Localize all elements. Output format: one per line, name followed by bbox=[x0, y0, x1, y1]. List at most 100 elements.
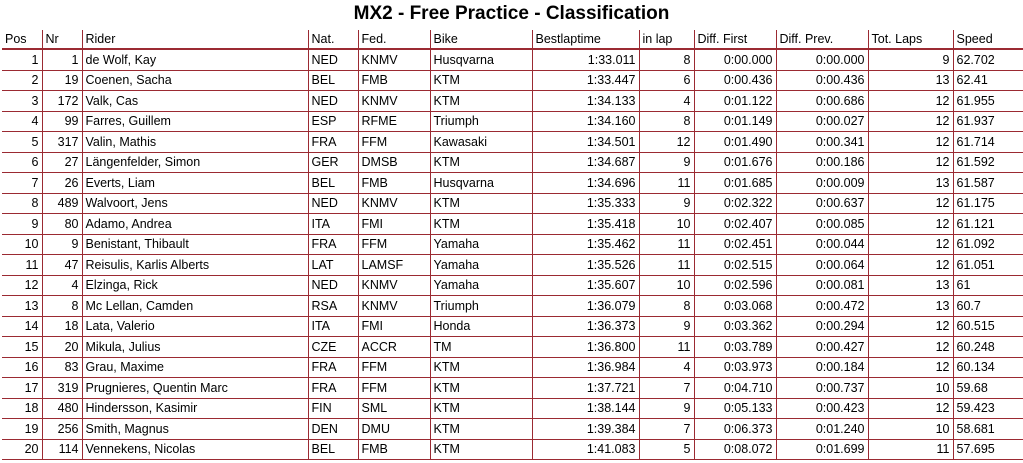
cell-pos: 6 bbox=[2, 152, 43, 173]
cell-nr: 317 bbox=[42, 131, 83, 153]
cell-fed: FFM bbox=[358, 234, 431, 255]
cell-bestlaptime: 1:36.079 bbox=[532, 295, 640, 317]
cell-nr: 256 bbox=[42, 418, 83, 440]
table-row: 3 172 Valk, Cas NED KNMV KTM 1:34.133 4 0:01.122… bbox=[2, 90, 1023, 112]
cell-diff-first: 0:05.133 bbox=[694, 398, 777, 419]
cell-speed: 60.7 bbox=[953, 295, 1023, 317]
cell-in-lap: 9 bbox=[639, 193, 695, 214]
cell-diff-first: 0:03.362 bbox=[694, 316, 777, 337]
cell-diff-prev: 0:01.240 bbox=[776, 418, 869, 440]
table-row: 19 256 Smith, Magnus DEN DMU KTM 1:39.384 7 0:06… bbox=[2, 418, 1023, 440]
cell-in-lap: 9 bbox=[639, 152, 695, 173]
cell-tot-laps: 12 bbox=[868, 111, 954, 132]
cell-pos: 7 bbox=[2, 172, 43, 194]
cell-diff-first: 0:01.676 bbox=[694, 152, 777, 173]
cell-bestlaptime: 1:35.526 bbox=[532, 254, 640, 276]
cell-bike: Yamaha bbox=[430, 254, 533, 276]
cell-diff-prev: 0:00.184 bbox=[776, 357, 869, 378]
cell-fed: FMB bbox=[358, 439, 431, 460]
cell-nat: ESP bbox=[308, 111, 359, 132]
table-row: 6 27 Längenfelder, Simon GER DMSB KTM 1:34.687… bbox=[2, 152, 1023, 173]
cell-fed: FMI bbox=[358, 316, 431, 337]
cell-nr: 80 bbox=[42, 213, 83, 235]
col-header-diff-first: Diff. First bbox=[694, 30, 777, 50]
cell-fed: FFM bbox=[358, 131, 431, 153]
cell-bike: KTM bbox=[430, 398, 533, 419]
cell-diff-first: 0:01.122 bbox=[694, 90, 777, 112]
cell-in-lap: 7 bbox=[639, 377, 695, 399]
cell-rider: Mikula, Julius bbox=[82, 336, 309, 358]
cell-in-lap: 11 bbox=[639, 172, 695, 194]
cell-tot-laps: 12 bbox=[868, 213, 954, 235]
cell-speed: 62.41 bbox=[953, 70, 1023, 91]
cell-speed: 61.175 bbox=[953, 193, 1023, 214]
cell-rider: Smith, Magnus bbox=[82, 418, 309, 440]
col-header-bestlaptime: Bestlaptime bbox=[532, 30, 640, 50]
cell-fed: KNMV bbox=[358, 193, 431, 214]
cell-tot-laps: 12 bbox=[868, 254, 954, 276]
cell-rider: Benistant, Thibault bbox=[82, 234, 309, 255]
cell-bike: KTM bbox=[430, 213, 533, 235]
cell-rider: Valk, Cas bbox=[82, 90, 309, 112]
cell-pos: 11 bbox=[2, 254, 43, 276]
cell-diff-first: 0:01.149 bbox=[694, 111, 777, 132]
cell-speed: 59.423 bbox=[953, 398, 1023, 419]
cell-nat: FRA bbox=[308, 131, 359, 153]
cell-diff-first: 0:02.451 bbox=[694, 234, 777, 255]
cell-diff-first: 0:04.710 bbox=[694, 377, 777, 399]
cell-bestlaptime: 1:33.011 bbox=[532, 49, 640, 71]
table-row: 15 20 Mikula, Julius CZE ACCR TM 1:36.800 11 0:0… bbox=[2, 336, 1023, 358]
cell-diff-prev: 0:00.064 bbox=[776, 254, 869, 276]
cell-bestlaptime: 1:35.418 bbox=[532, 213, 640, 235]
cell-nr: 114 bbox=[42, 439, 83, 460]
cell-in-lap: 11 bbox=[639, 254, 695, 276]
cell-rider: Hindersson, Kasimir bbox=[82, 398, 309, 419]
cell-diff-first: 0:03.068 bbox=[694, 295, 777, 317]
cell-nat: ITA bbox=[308, 213, 359, 235]
cell-bestlaptime: 1:36.373 bbox=[532, 316, 640, 337]
cell-diff-first: 0:01.490 bbox=[694, 131, 777, 153]
cell-pos: 18 bbox=[2, 398, 43, 419]
cell-bestlaptime: 1:36.800 bbox=[532, 336, 640, 358]
cell-nat: NED bbox=[308, 275, 359, 296]
table-row: 20 114 Vennekens, Nicolas BEL FMB KTM 1:41.083… bbox=[2, 439, 1023, 460]
cell-speed: 61.937 bbox=[953, 111, 1023, 132]
cell-diff-prev: 0:00.027 bbox=[776, 111, 869, 132]
cell-in-lap: 5 bbox=[639, 439, 695, 460]
cell-pos: 8 bbox=[2, 193, 43, 214]
cell-speed: 61.092 bbox=[953, 234, 1023, 255]
cell-bestlaptime: 1:38.144 bbox=[532, 398, 640, 419]
col-header-rider: Rider bbox=[82, 30, 309, 50]
cell-nat: NED bbox=[308, 90, 359, 112]
cell-in-lap: 11 bbox=[639, 336, 695, 358]
cell-fed: KNMV bbox=[358, 295, 431, 317]
cell-bestlaptime: 1:35.607 bbox=[532, 275, 640, 296]
cell-tot-laps: 12 bbox=[868, 398, 954, 419]
cell-diff-first: 0:06.373 bbox=[694, 418, 777, 440]
cell-bike: KTM bbox=[430, 377, 533, 399]
cell-speed: 61.592 bbox=[953, 152, 1023, 173]
cell-pos: 19 bbox=[2, 418, 43, 440]
cell-nr: 9 bbox=[42, 234, 83, 255]
cell-nat: BEL bbox=[308, 70, 359, 91]
cell-diff-prev: 0:00.737 bbox=[776, 377, 869, 399]
cell-bestlaptime: 1:35.462 bbox=[532, 234, 640, 255]
cell-bike: KTM bbox=[430, 152, 533, 173]
cell-diff-prev: 0:00.186 bbox=[776, 152, 869, 173]
cell-bestlaptime: 1:35.333 bbox=[532, 193, 640, 214]
cell-fed: DMSB bbox=[358, 152, 431, 173]
cell-nat: NED bbox=[308, 193, 359, 214]
cell-speed: 60.134 bbox=[953, 357, 1023, 378]
cell-bike: KTM bbox=[430, 357, 533, 378]
cell-diff-first: 0:02.407 bbox=[694, 213, 777, 235]
cell-rider: Mc Lellan, Camden bbox=[82, 295, 309, 317]
cell-diff-prev: 0:00.000 bbox=[776, 49, 869, 71]
cell-in-lap: 10 bbox=[639, 213, 695, 235]
cell-diff-prev: 0:00.686 bbox=[776, 90, 869, 112]
table-row: 10 9 Benistant, Thibault FRA FFM Yamaha 1:35.4… bbox=[2, 234, 1023, 255]
cell-in-lap: 8 bbox=[639, 295, 695, 317]
cell-bike: KTM bbox=[430, 439, 533, 460]
cell-nat: NED bbox=[308, 49, 359, 71]
cell-speed: 61.121 bbox=[953, 213, 1023, 235]
cell-pos: 14 bbox=[2, 316, 43, 337]
